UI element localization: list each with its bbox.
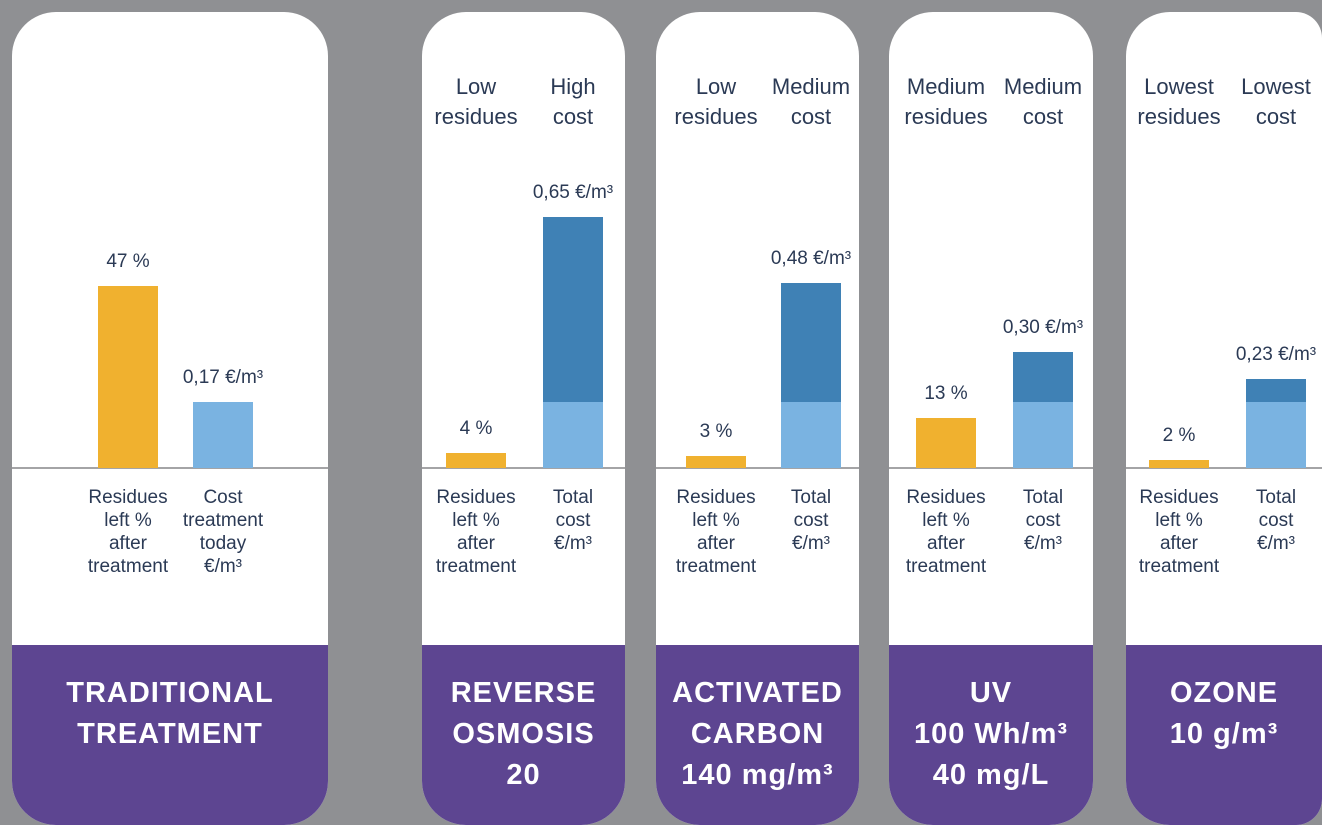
panel-title-band: REVERSE OSMOSIS 20 (422, 645, 625, 825)
residues-value-label: 2 % (1162, 425, 1196, 447)
cost-column: Lowest cost 0,23 €/m³ Total cost €/m³ (1231, 12, 1321, 645)
cost-headline: High cost (550, 74, 596, 129)
cost-column: High cost 0,65 €/m³ Total cost €/m³ (528, 12, 618, 645)
residues-category-label: Residues left % after treatment (1138, 487, 1220, 577)
residues-column: 47 % Residues left % after treatment (83, 12, 173, 645)
panel-ozone: Lowest residues 2 % Residues left % afte… (1126, 12, 1322, 825)
panel-title: REVERSE OSMOSIS 20 (450, 677, 597, 791)
residues-headline: Low residues (674, 74, 758, 129)
baseline-axis (889, 467, 1093, 469)
panel-title: TRADITIONAL TREATMENT (66, 677, 274, 750)
cost-bar-base (543, 402, 603, 468)
residues-column: Low residues 3 % Residues left % after t… (671, 12, 761, 645)
residues-category-label: Residues left % after treatment (905, 487, 987, 577)
residues-headline: Lowest residues (1137, 74, 1221, 129)
residues-category-label: Residues left % after treatment (675, 487, 757, 577)
cost-bar-extra (1013, 352, 1073, 403)
residues-bar (1149, 460, 1209, 468)
residues-bar (686, 456, 746, 468)
panel-reverse-osmosis: Low residues 4 % Residues left % after t… (422, 12, 625, 825)
residues-category-label: Residues left % after treatment (87, 487, 169, 577)
baseline-axis (422, 467, 625, 469)
cost-category-label: Total cost €/m³ (552, 487, 594, 554)
panel-title: UV 100 Wh/m³ 40 mg/L (913, 677, 1069, 791)
cost-bar-extra (543, 217, 603, 403)
residues-column: Low residues 4 % Residues left % after t… (431, 12, 521, 645)
residues-column: Medium residues 13 % Residues left % aft… (901, 12, 991, 645)
cost-column: Medium cost 0,48 €/m³ Total cost €/m³ (766, 12, 856, 645)
cost-value-label: 0,30 €/m³ (1002, 317, 1084, 339)
residues-bar (446, 452, 506, 468)
cost-column: Medium cost 0,30 €/m³ Total cost €/m³ (998, 12, 1088, 645)
baseline-axis (12, 467, 328, 469)
panel-title: ACTIVATED CARBON 140 mg/m³ (672, 677, 843, 791)
cost-headline: Medium cost (771, 74, 851, 129)
residues-value-label: 13 % (924, 382, 968, 404)
cost-value-label: 0,23 €/m³ (1235, 344, 1317, 366)
panel-activated-carbon: Low residues 3 % Residues left % after t… (656, 12, 859, 825)
residues-value-label: 47 % (106, 251, 150, 273)
cost-bar-base (781, 402, 841, 468)
panel-title-band: ACTIVATED CARBON 140 mg/m³ (656, 645, 859, 825)
cost-bar-base (1013, 402, 1073, 468)
cost-value-label: 0,48 €/m³ (770, 247, 852, 269)
cost-bar-base (1246, 402, 1306, 468)
cost-value-label: 0,65 €/m³ (532, 182, 614, 204)
residues-headline: Low residues (434, 74, 518, 129)
residues-bar (916, 417, 976, 468)
cost-bar-extra (781, 282, 841, 403)
cost-category-label: Total cost €/m³ (1255, 487, 1297, 554)
baseline-axis (1126, 467, 1322, 469)
cost-headline: Medium cost (1003, 74, 1083, 129)
panel-title-band: OZONE 10 g/m³ (1126, 645, 1322, 825)
cost-value-label: 0,17 €/m³ (182, 367, 264, 389)
residues-value-label: 3 % (699, 421, 733, 443)
panel-title-band: UV 100 Wh/m³ 40 mg/L (889, 645, 1093, 825)
residues-value-label: 4 % (459, 417, 493, 439)
cost-category-label: Cost treatment today €/m³ (182, 487, 264, 577)
panel-title-band: TRADITIONAL TREATMENT (12, 645, 328, 825)
cost-bar-base (193, 402, 253, 468)
panel-uv: Medium residues 13 % Residues left % aft… (889, 12, 1093, 825)
residues-bar (98, 286, 158, 468)
cost-column: 0,17 €/m³ Cost treatment today €/m³ (178, 12, 268, 645)
residues-category-label: Residues left % after treatment (435, 487, 517, 577)
panel-title: OZONE 10 g/m³ (1169, 677, 1279, 750)
cost-headline: Lowest cost (1241, 74, 1311, 129)
residues-column: Lowest residues 2 % Residues left % afte… (1134, 12, 1224, 645)
residues-headline: Medium residues (904, 74, 988, 129)
cost-category-label: Total cost €/m³ (1022, 487, 1064, 554)
cost-category-label: Total cost €/m³ (790, 487, 832, 554)
baseline-axis (656, 467, 859, 469)
cost-bar-extra (1246, 379, 1306, 403)
panel-traditional-treatment: 47 % Residues left % after treatment 0,1… (12, 12, 328, 825)
